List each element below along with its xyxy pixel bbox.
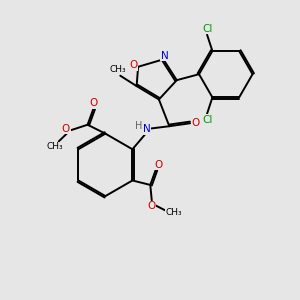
Text: O: O bbox=[130, 60, 138, 70]
Text: CH₃: CH₃ bbox=[165, 208, 182, 217]
Text: N: N bbox=[161, 51, 169, 61]
Text: O: O bbox=[191, 118, 200, 128]
Text: CH₃: CH₃ bbox=[110, 65, 126, 74]
Text: Cl: Cl bbox=[202, 24, 213, 34]
Text: N: N bbox=[143, 124, 151, 134]
Text: H: H bbox=[135, 121, 142, 131]
Text: Cl: Cl bbox=[202, 115, 213, 125]
Text: O: O bbox=[62, 124, 70, 134]
Text: O: O bbox=[89, 98, 98, 108]
Text: O: O bbox=[148, 201, 156, 211]
Text: CH₃: CH₃ bbox=[47, 142, 64, 151]
Text: O: O bbox=[154, 160, 163, 170]
